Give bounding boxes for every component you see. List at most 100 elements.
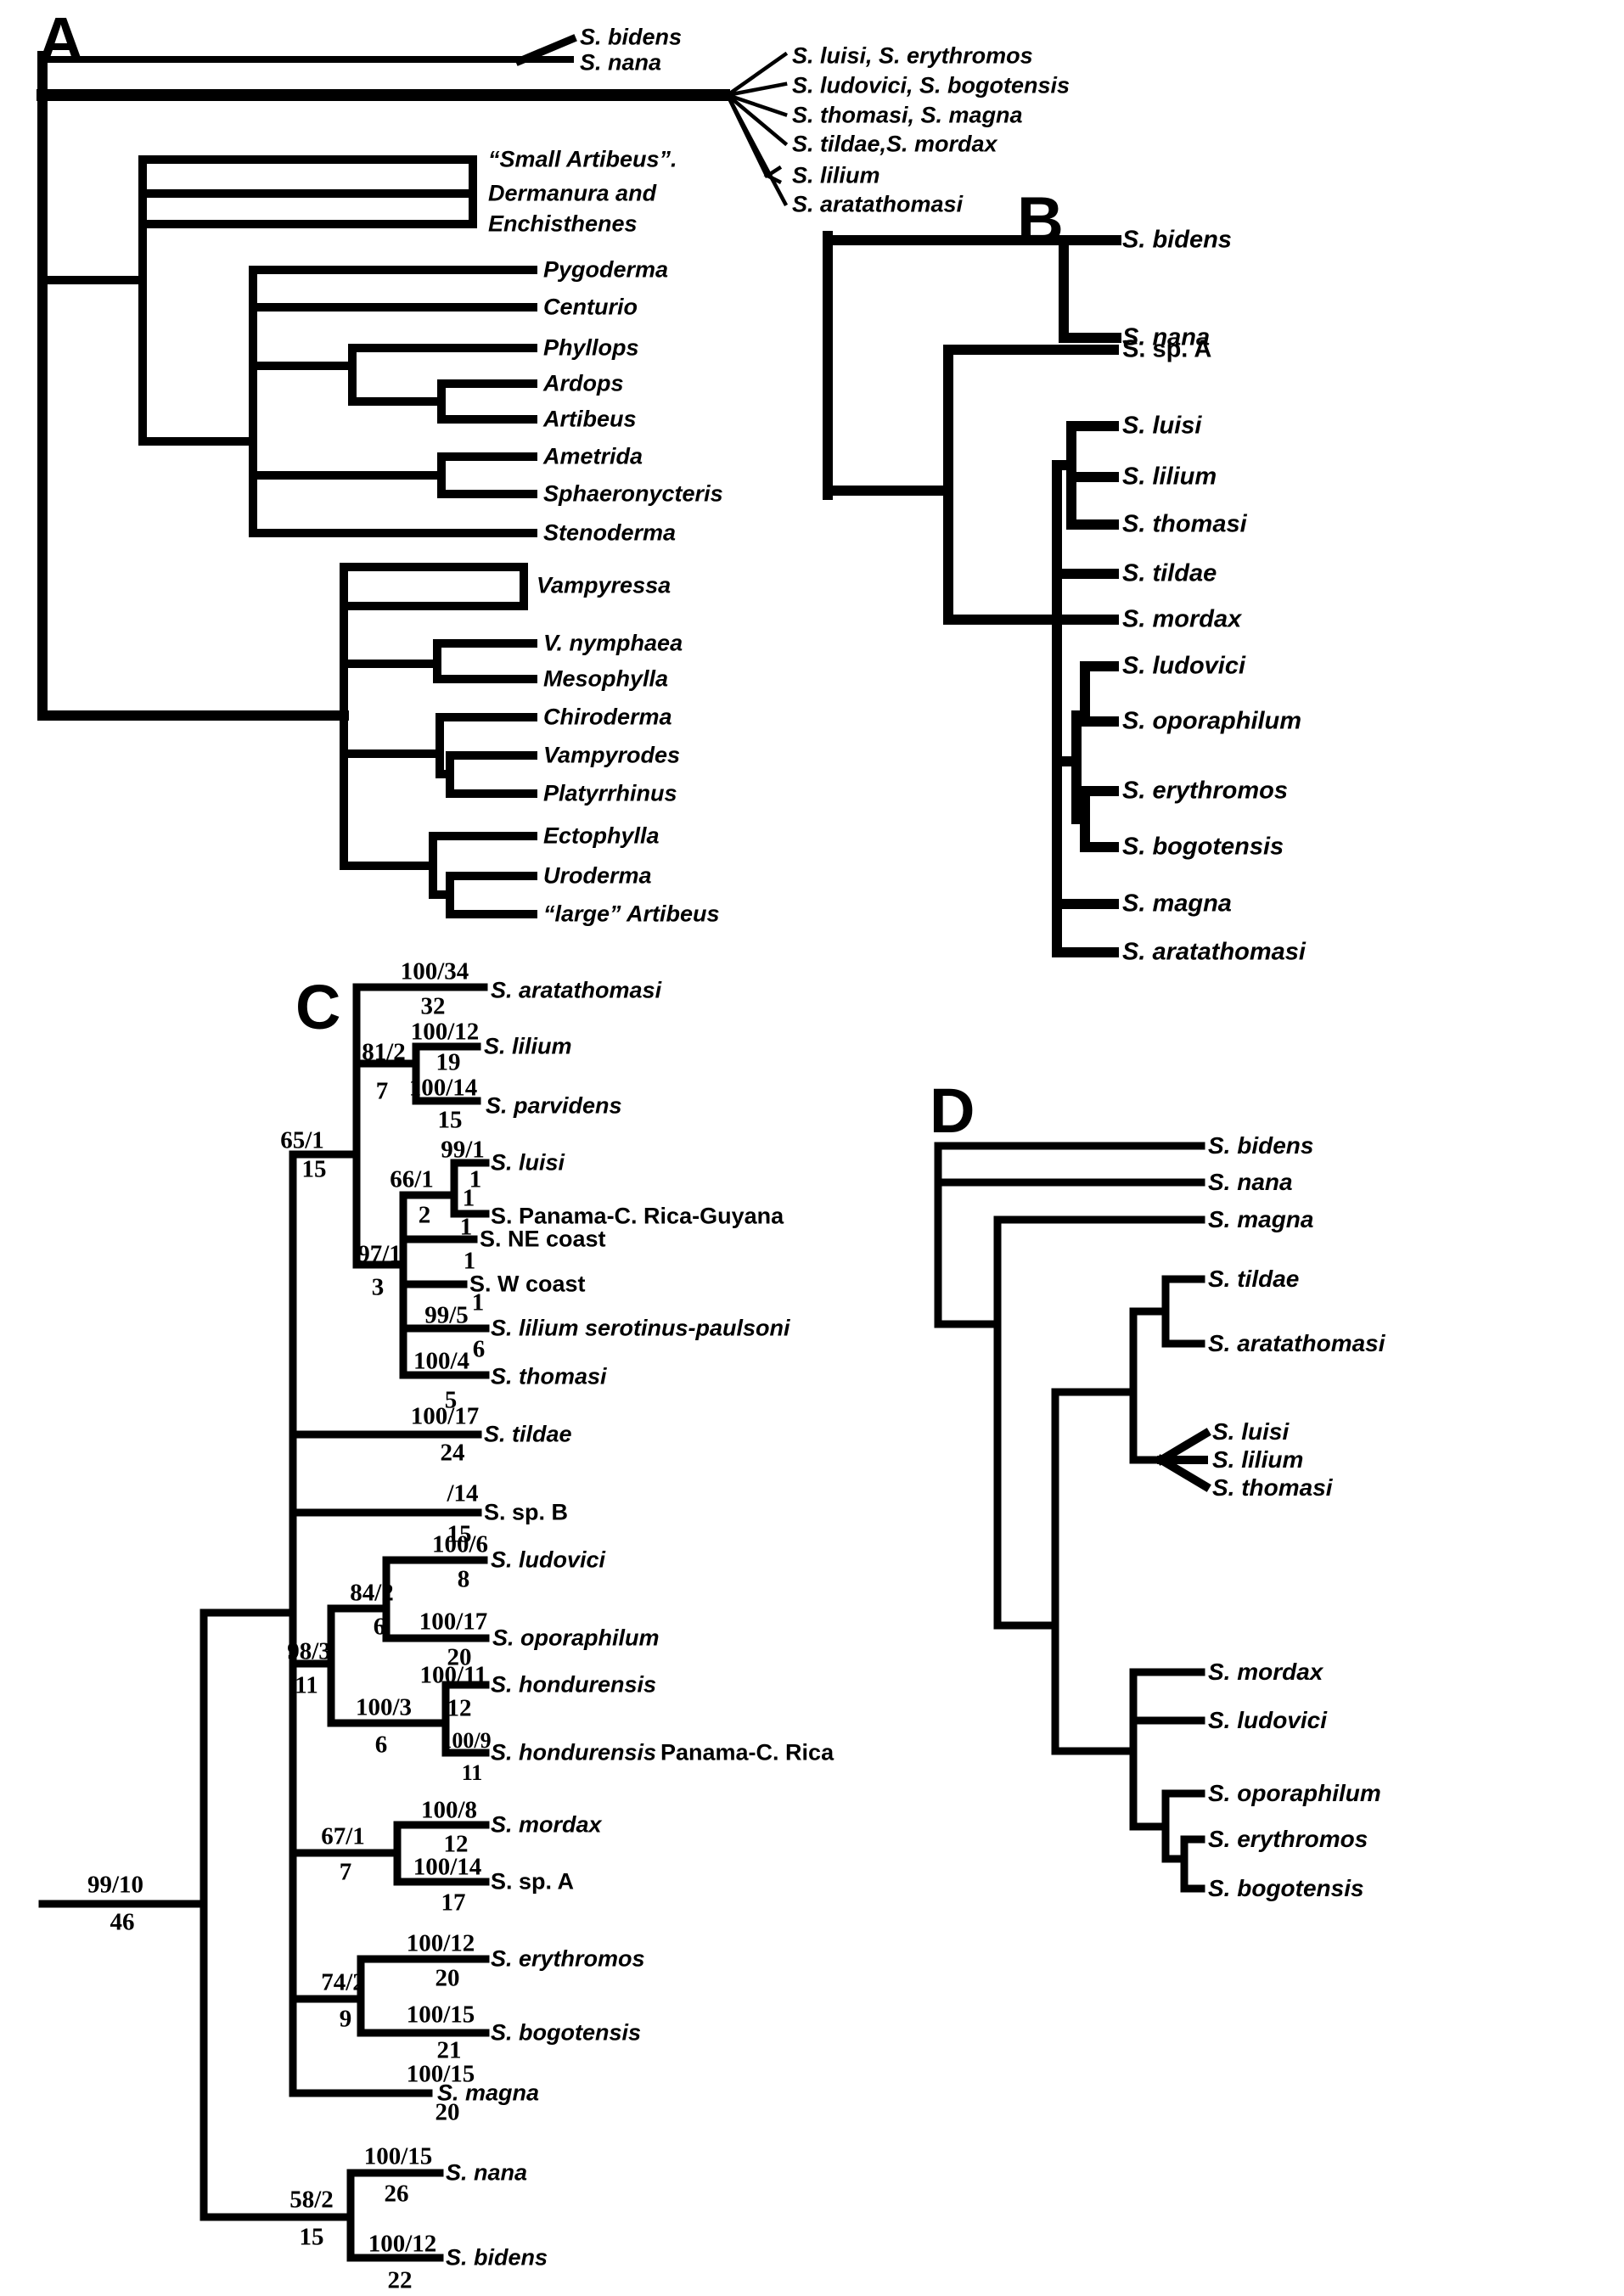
support-value-c: 65/1 bbox=[280, 1126, 324, 1154]
taxon-label-a: Ardops bbox=[543, 370, 624, 396]
support-value-c: 8 bbox=[457, 1565, 470, 1593]
taxon-label-c: S. ludovici bbox=[491, 1547, 606, 1573]
support-value-c: 15 bbox=[299, 2223, 324, 2251]
taxon-label-c: S. luisi bbox=[491, 1149, 565, 1176]
taxon-label-b: S. nana bbox=[1122, 323, 1211, 351]
taxon-label-c: S. thomasi bbox=[491, 1363, 607, 1389]
support-value-c: 1 bbox=[459, 1213, 473, 1241]
taxon-label-d: S. erythromos bbox=[1208, 1826, 1368, 1852]
support-value-c: 11 bbox=[295, 1671, 318, 1699]
support-value-c: 19 bbox=[436, 1048, 461, 1076]
taxon-label-b: S. sp. A bbox=[1122, 335, 1212, 363]
support-value-c: 2 bbox=[418, 1201, 431, 1229]
taxon-label-c: Panama-C. Rica bbox=[660, 1739, 834, 1766]
taxon-label-b: S. mordax bbox=[1122, 605, 1242, 633]
support-value-c: 1 bbox=[471, 1288, 485, 1316]
support-value-c: 20 bbox=[435, 1964, 460, 1992]
support-value-c: 100/14 bbox=[413, 1853, 482, 1881]
taxon-label-a: Centurio bbox=[543, 294, 638, 320]
taxon-label-c: S. parvidens bbox=[486, 1092, 622, 1119]
taxon-label-d: S. tildae bbox=[1208, 1266, 1300, 1292]
taxon-label-c: S. aratathomasi bbox=[491, 977, 662, 1003]
support-value-c: 11 bbox=[461, 1760, 483, 1785]
taxon-label-a: S. lilium bbox=[792, 162, 880, 188]
taxon-label-a: Ectophylla bbox=[543, 822, 660, 849]
taxon-label-b: S. aratathomasi bbox=[1122, 938, 1306, 966]
taxon-label-b: S. oporaphilum bbox=[1122, 707, 1302, 735]
taxon-label-a: Stenoderma bbox=[543, 519, 677, 546]
support-value-c: 58/2 bbox=[289, 2186, 334, 2214]
taxon-label-a: S. tildae,S. mordax bbox=[792, 131, 997, 157]
taxon-label-a: S. aratathomasi bbox=[792, 191, 964, 217]
taxon-label-c: S. sp. B bbox=[484, 1499, 569, 1525]
support-value-c: 6 bbox=[472, 1335, 486, 1363]
taxon-label-c: S. Panama-C. Rica-Guyana bbox=[491, 1203, 784, 1229]
support-value-c: 100/34 bbox=[400, 957, 469, 985]
support-value-c: 100/12 bbox=[368, 2230, 437, 2258]
support-value-c: 100/12 bbox=[406, 1929, 475, 1957]
taxon-label-b: S. magna bbox=[1122, 890, 1232, 918]
taxon-label-a: “large” Artibeus bbox=[543, 901, 720, 927]
taxon-label-a: S. bidens bbox=[580, 24, 683, 50]
taxon-label-a: “Small Artibeus”. bbox=[488, 146, 677, 172]
tree-a-branches bbox=[37, 34, 789, 918]
support-value-c: 100/14 bbox=[408, 1074, 478, 1102]
panel-letter-b: B bbox=[1017, 184, 1064, 256]
taxon-label-b: S. lilium bbox=[1122, 463, 1217, 491]
support-value-c: 9 bbox=[339, 2005, 352, 2033]
tree-b-branches bbox=[823, 231, 1121, 957]
support-value-c: 97/1 bbox=[357, 1240, 402, 1268]
support-value-c: 5 bbox=[444, 1386, 458, 1414]
taxon-label-c: S. hondurensis bbox=[491, 1671, 657, 1698]
taxon-label-d: S. nana bbox=[1208, 1169, 1293, 1195]
taxon-label-d: S. mordax bbox=[1208, 1659, 1323, 1685]
taxon-label-a: Enchisthenes bbox=[488, 211, 638, 237]
taxon-label-a: Dermanura and bbox=[488, 180, 657, 206]
support-value-c: 84/2 bbox=[350, 1579, 394, 1607]
taxon-label-c: S. W coast bbox=[469, 1271, 586, 1297]
taxon-label-c: S. magna bbox=[437, 2080, 540, 2106]
panel-letter-a: A bbox=[38, 4, 84, 75]
support-value-c: 32 bbox=[420, 992, 446, 1020]
taxon-label-d: S. bidens bbox=[1208, 1132, 1314, 1159]
support-value-c: 99/10 bbox=[87, 1871, 144, 1899]
taxon-label-a: S. thomasi, S. magna bbox=[792, 102, 1023, 128]
support-value-c: 66/1 bbox=[390, 1165, 434, 1193]
support-value-c: 22 bbox=[387, 2266, 413, 2294]
starburst-fan bbox=[724, 51, 789, 207]
taxon-label-a: Vampyrodes bbox=[543, 742, 681, 768]
support-value-c: 46 bbox=[110, 1908, 135, 1936]
taxon-label-b: S. bogotensis bbox=[1122, 833, 1284, 861]
support-value-c: 98/3 bbox=[287, 1637, 331, 1665]
taxon-label-b: S. tildae bbox=[1122, 559, 1217, 587]
support-value-c: 100/4 bbox=[413, 1347, 470, 1375]
panel-letter-d: D bbox=[930, 1075, 975, 1146]
taxon-label-c: S. bogotensis bbox=[491, 2019, 642, 2046]
taxon-label-a: S. ludovici, S. bogotensis bbox=[792, 72, 1070, 98]
taxon-label-c: S. mordax bbox=[491, 1811, 602, 1838]
taxon-label-d: S. oporaphilum bbox=[1208, 1780, 1381, 1806]
support-value-c: 1 bbox=[463, 1247, 476, 1275]
taxon-label-c: S. bidens bbox=[446, 2244, 548, 2271]
taxon-label-b: S. ludovici bbox=[1122, 652, 1246, 680]
panel-letter-c: C bbox=[295, 972, 341, 1042]
taxon-label-a: S. nana bbox=[580, 49, 662, 76]
support-value-c: 20 bbox=[447, 1643, 472, 1671]
taxon-label-c: S. hondurensis bbox=[491, 1739, 657, 1766]
support-value-c: 99/1 bbox=[441, 1136, 485, 1164]
taxon-label-c: S. nana bbox=[446, 2159, 528, 2186]
support-value-c: 100/8 bbox=[420, 1796, 478, 1824]
support-value-c: 15 bbox=[437, 1106, 463, 1134]
taxon-label-d: S. ludovici bbox=[1208, 1707, 1328, 1733]
support-value-c: 15 bbox=[447, 1520, 472, 1548]
taxon-label-a: V. nymphaea bbox=[543, 630, 683, 656]
support-value-c: 81/2 bbox=[362, 1038, 406, 1066]
taxon-label-a: Artibeus bbox=[543, 406, 637, 432]
support-value-c: 24 bbox=[440, 1439, 465, 1467]
support-value-c: /14 bbox=[447, 1479, 479, 1507]
tree-c-branches bbox=[38, 983, 490, 2262]
taxon-label-d: S. magna bbox=[1208, 1206, 1314, 1232]
support-value-c: 100/17 bbox=[410, 1402, 480, 1430]
